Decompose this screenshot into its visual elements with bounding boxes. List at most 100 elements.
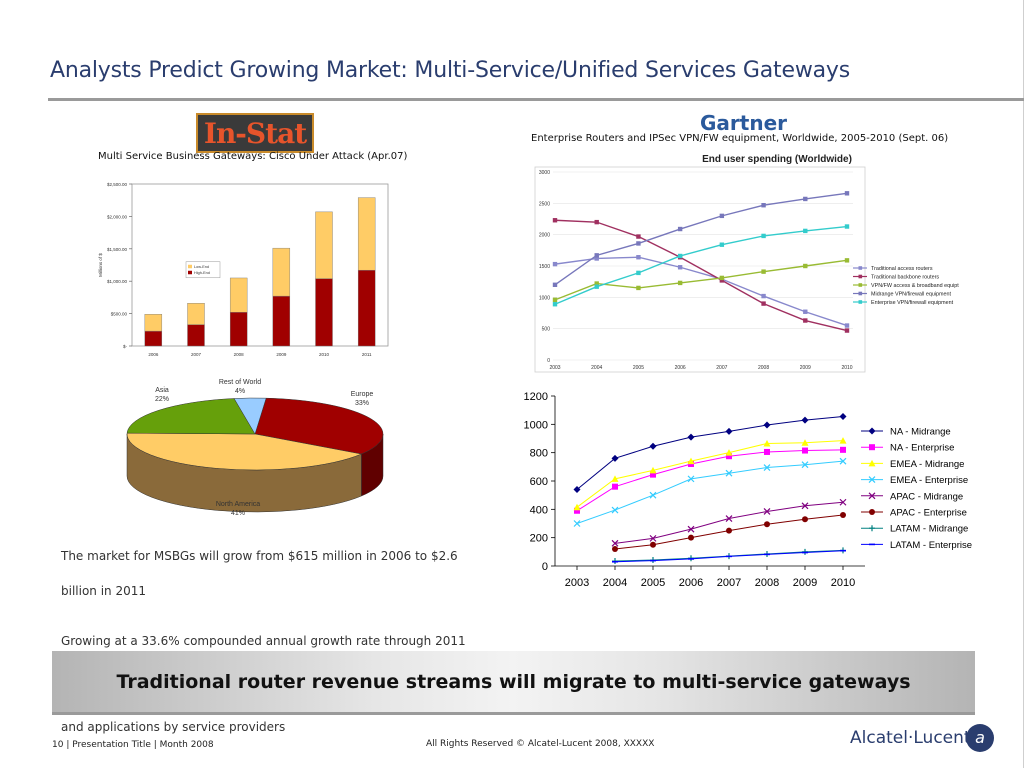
line1-x-tick-label: 2010 [841, 365, 852, 371]
footer-center: All Rights Reserved © Alcatel-Lucent 200… [426, 739, 655, 749]
line2-point [839, 498, 847, 506]
pie-value-label: 33% [355, 400, 369, 407]
line2-point [801, 461, 809, 469]
pie-slice [126, 398, 256, 435]
line1-y-tick-label: 2500 [539, 201, 550, 207]
line1-point [761, 269, 766, 274]
line1-series-line [554, 225, 848, 305]
alcatel-lucent-icon: a [966, 724, 994, 752]
line2-y-tick-label: 800 [530, 448, 548, 460]
line2-point [764, 448, 770, 455]
line2-point [612, 546, 618, 552]
line2-legend-label: LATAM - Midrange [890, 524, 968, 535]
line2-point [763, 464, 771, 471]
line2-series-line [576, 440, 844, 508]
bar-y-tick-label: $500.00 [111, 312, 128, 317]
line2-point [801, 416, 809, 424]
bar-segment [229, 277, 248, 313]
line2-legend-label: NA - Enterprise [890, 443, 954, 454]
line2-x-tick-label: 2006 [679, 577, 703, 589]
line2-point [612, 483, 618, 490]
footer-left: 10 | Presentation Title | Month 2008 [52, 740, 214, 750]
banner-rule [52, 712, 975, 715]
line1-x-tick-label: 2005 [633, 365, 644, 371]
pie-value-label: 22% [155, 396, 169, 403]
stacked-bar-chart: $- $500.00 $1,000.00 $1,500.00 $2,000.00 $2,5… [98, 182, 389, 356]
line1-point [594, 256, 599, 261]
line2-point [687, 457, 695, 465]
line2-x-tick-label: 2004 [603, 577, 627, 589]
line2-point [611, 454, 619, 462]
line2-point [839, 457, 847, 465]
line2-point [611, 539, 619, 547]
bar-segment [187, 303, 205, 325]
bar-segment [357, 269, 376, 347]
pie-label: Asia [155, 387, 169, 394]
line2-point [725, 469, 733, 477]
line2-point [687, 475, 695, 483]
line2-point [869, 509, 875, 515]
line2-series-line [576, 460, 844, 524]
bar-y-tick-label: $2,500.00 [107, 182, 128, 187]
market-text-line2: billion in 2011 [61, 584, 147, 598]
regional-line-chart: 0 200 400 600 800 1000 1200 2003 2004 2005 2006 200… [524, 391, 973, 589]
line1-point [552, 218, 558, 223]
bar-segment [229, 312, 248, 347]
line1-point [552, 297, 558, 303]
line2-point [802, 516, 808, 523]
bar-segment [144, 330, 163, 347]
title-rule [48, 98, 1024, 101]
line1-point [803, 263, 808, 269]
line2-point [763, 421, 771, 429]
line2-legend-label: APAC - Midrange [890, 491, 963, 502]
bar-x-tick-label: 2007 [191, 352, 202, 356]
bar-segment [315, 278, 333, 347]
line2-point [573, 503, 581, 511]
instat-logo-text: In-Stat [203, 116, 307, 150]
line2-x-tick-label: 2009 [793, 577, 817, 589]
line2-point [649, 466, 657, 474]
line1-x-tick-label: 2008 [758, 365, 769, 371]
pie-chart: Europe 33% North America 41% Asia 22% Rest of … [126, 379, 384, 517]
line2-point [725, 427, 733, 435]
line2-point [726, 453, 732, 460]
line1-series-line [554, 219, 848, 332]
line2-y-tick-label: 400 [530, 504, 548, 516]
line2-x-tick-label: 2007 [717, 577, 741, 589]
line1-point [552, 282, 558, 287]
line2-point [840, 512, 846, 518]
line2-point [868, 492, 876, 500]
line1-point [803, 228, 808, 234]
line2-x-tick-label: 2008 [755, 577, 779, 589]
line2-point [725, 449, 733, 456]
line2-point [801, 502, 809, 510]
line1-point [594, 219, 599, 225]
line2-point [649, 491, 657, 499]
bar-x-tick-label: 2006 [148, 352, 159, 356]
line1-x-tick-label: 2009 [800, 365, 811, 371]
line2-x-tick-label: 2003 [565, 577, 589, 589]
line1-legend-label: Traditional backbone routers [871, 275, 939, 281]
line1-point [761, 301, 766, 306]
line2-point [840, 446, 846, 453]
line2-point [802, 447, 808, 454]
bar-legend-label: High-End [194, 271, 210, 275]
line2-y-tick-label: 600 [530, 476, 548, 488]
line1-point [844, 328, 850, 333]
bar-x-tick-label: 2010 [319, 352, 330, 356]
line2-legend-label: EMEA - Midrange [890, 459, 964, 470]
line1-legend-marker [858, 266, 863, 270]
bar-x-tick-label: 2009 [276, 352, 287, 356]
line1-x-tick-label: 2004 [591, 365, 602, 371]
conclusion-banner: Traditional router revenue streams will … [52, 651, 975, 712]
line2-series-line [614, 501, 844, 544]
bar-segment [272, 295, 291, 347]
instat-logo: In-Stat [196, 113, 314, 153]
line1-point [636, 241, 641, 246]
line2-point [573, 486, 581, 493]
gartner-line-chart: End user spending (Worldwide) 0 500 1000 150… [534, 154, 959, 373]
bar-legend-box [185, 261, 221, 279]
bar-legend-label: Low-End [194, 265, 209, 269]
line2-point [763, 439, 771, 447]
line2-point [868, 459, 876, 467]
